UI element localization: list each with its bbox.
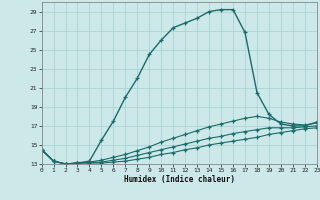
X-axis label: Humidex (Indice chaleur): Humidex (Indice chaleur) — [124, 175, 235, 184]
